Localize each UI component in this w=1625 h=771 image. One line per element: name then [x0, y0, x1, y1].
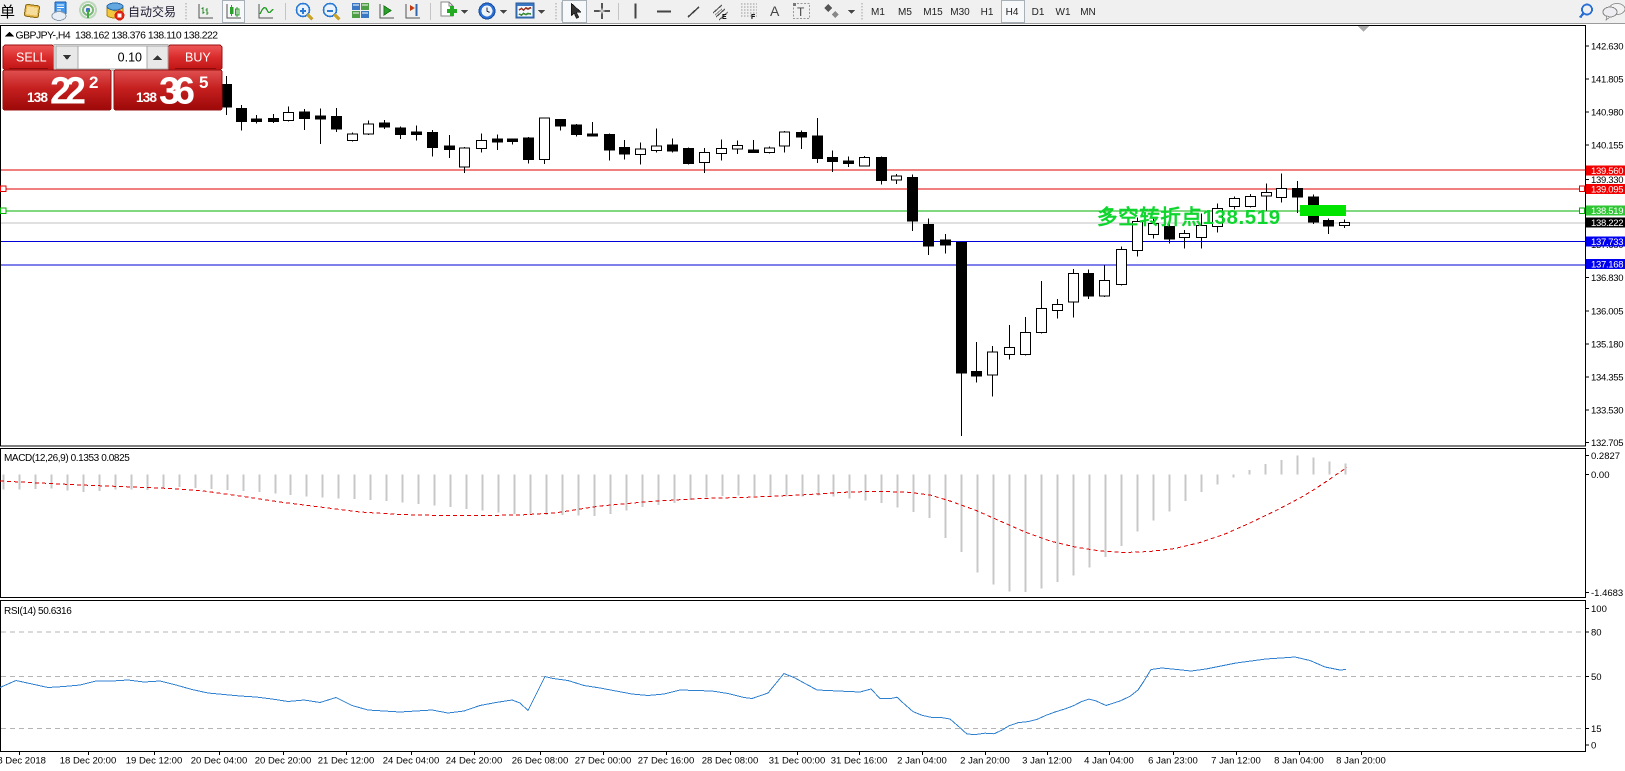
svg-text:T: T: [797, 5, 805, 19]
svg-text:M5: M5: [898, 7, 912, 18]
svg-text:20 Dec 20:00: 20 Dec 20:00: [255, 756, 312, 767]
svg-text:27 Dec 16:00: 27 Dec 16:00: [638, 756, 695, 767]
svg-text:8 Jan 20:00: 8 Jan 20:00: [1336, 756, 1386, 767]
svg-text:31 Dec 16:00: 31 Dec 16:00: [831, 756, 888, 767]
svg-text:H1: H1: [981, 7, 994, 18]
svg-text:36: 36: [159, 71, 195, 113]
svg-text:137.168: 137.168: [1591, 260, 1623, 271]
svg-text:F: F: [751, 14, 756, 21]
svg-text:M15: M15: [923, 7, 943, 18]
svg-text:8 Jan 04:00: 8 Jan 04:00: [1274, 756, 1324, 767]
svg-text:H4: H4: [1006, 7, 1019, 18]
svg-text:24 Dec 04:00: 24 Dec 04:00: [383, 756, 440, 767]
svg-text:0.10: 0.10: [118, 51, 142, 65]
svg-text:137.733: 137.733: [1591, 237, 1623, 248]
svg-text:0.00: 0.00: [1591, 470, 1610, 481]
svg-text:0.2827: 0.2827: [1591, 451, 1620, 462]
svg-text:136.830: 136.830: [1591, 273, 1623, 284]
svg-text:136.005: 136.005: [1591, 306, 1623, 317]
svg-text:27 Dec 00:00: 27 Dec 00:00: [575, 756, 632, 767]
svg-text:24 Dec 20:00: 24 Dec 20:00: [446, 756, 503, 767]
svg-text:135.180: 135.180: [1591, 340, 1623, 351]
svg-text:31 Dec 00:00: 31 Dec 00:00: [769, 756, 826, 767]
svg-text:18 Dec 20:00: 18 Dec 20:00: [60, 756, 117, 767]
svg-text:5: 5: [199, 73, 208, 92]
svg-text:80: 80: [1591, 627, 1602, 638]
svg-text:A: A: [770, 3, 780, 19]
svg-text:139.560: 139.560: [1591, 166, 1623, 177]
svg-text:18 Dec 2018: 18 Dec 2018: [0, 756, 46, 767]
svg-text:多空转折点138.519: 多空转折点138.519: [1097, 205, 1281, 229]
svg-text:138: 138: [136, 90, 157, 105]
svg-text:D1: D1: [1032, 7, 1045, 18]
svg-text:28 Dec 08:00: 28 Dec 08:00: [702, 756, 759, 767]
svg-text:140.980: 140.980: [1591, 108, 1623, 119]
svg-text:20 Dec 04:00: 20 Dec 04:00: [191, 756, 248, 767]
svg-text:2 Jan 20:00: 2 Jan 20:00: [960, 756, 1010, 767]
svg-text:GBPJPY-,H4 138.162 138.376 13: GBPJPY-,H4 138.162 138.376 138.110 138.2…: [16, 31, 219, 42]
svg-text:MN: MN: [1080, 7, 1096, 18]
svg-text:-1.4683: -1.4683: [1591, 588, 1623, 599]
svg-text:138.222: 138.222: [1591, 218, 1623, 229]
svg-text:50: 50: [1591, 672, 1602, 683]
svg-text:W1: W1: [1056, 7, 1071, 18]
svg-text:单: 单: [0, 4, 15, 21]
svg-text:21 Dec 12:00: 21 Dec 12:00: [318, 756, 375, 767]
svg-text:19 Dec 12:00: 19 Dec 12:00: [126, 756, 183, 767]
svg-text:3 Jan 12:00: 3 Jan 12:00: [1022, 756, 1072, 767]
svg-text:138.519: 138.519: [1591, 206, 1623, 217]
svg-text:22: 22: [50, 71, 86, 113]
svg-text:15: 15: [1591, 724, 1602, 735]
svg-text:自动交易: 自动交易: [128, 4, 176, 19]
svg-text:4 Jan 04:00: 4 Jan 04:00: [1084, 756, 1134, 767]
svg-text:140.155: 140.155: [1591, 141, 1623, 152]
svg-text:2 Jan 04:00: 2 Jan 04:00: [897, 756, 947, 767]
svg-text:MACD(12,26,9) 0.1353 0.0825: MACD(12,26,9) 0.1353 0.0825: [4, 453, 130, 464]
svg-text:26 Dec 08:00: 26 Dec 08:00: [512, 756, 569, 767]
svg-text:6 Jan 23:00: 6 Jan 23:00: [1148, 756, 1198, 767]
svg-text:M30: M30: [950, 7, 970, 18]
svg-text:100: 100: [1591, 604, 1607, 615]
svg-text:BUY: BUY: [185, 51, 211, 65]
svg-text:M1: M1: [871, 7, 885, 18]
svg-text:RSI(14) 50.6316: RSI(14) 50.6316: [4, 606, 72, 617]
svg-text:139.330: 139.330: [1591, 175, 1623, 186]
svg-text:132.705: 132.705: [1591, 438, 1623, 449]
svg-text:141.805: 141.805: [1591, 75, 1623, 86]
svg-text:142.630: 142.630: [1591, 41, 1623, 52]
svg-text:7 Jan 12:00: 7 Jan 12:00: [1211, 756, 1261, 767]
svg-text:133.530: 133.530: [1591, 406, 1623, 417]
svg-text:139.095: 139.095: [1591, 185, 1623, 196]
svg-text:SELL: SELL: [16, 51, 47, 65]
svg-text:E: E: [722, 14, 727, 21]
svg-text:0: 0: [1591, 741, 1596, 752]
svg-text:134.355: 134.355: [1591, 373, 1623, 384]
svg-text:138: 138: [27, 90, 48, 105]
svg-text:2: 2: [89, 73, 98, 92]
